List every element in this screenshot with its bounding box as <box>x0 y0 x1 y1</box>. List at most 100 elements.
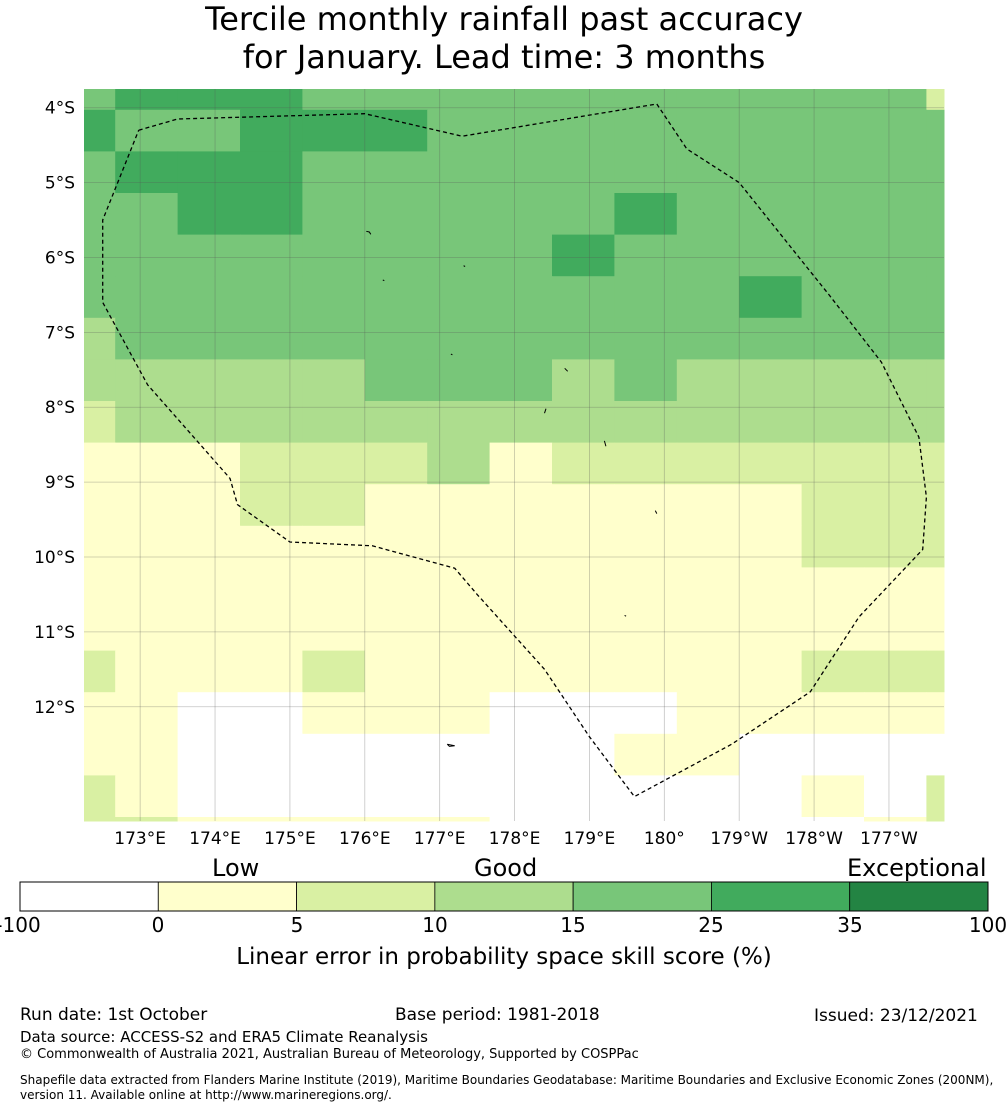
grid-cell <box>427 89 491 111</box>
grid-cell <box>676 151 740 194</box>
colorbar-tick: 15 <box>560 913 586 937</box>
grid-cell <box>364 401 428 444</box>
grid-cell <box>489 567 553 610</box>
grid-cell <box>240 193 303 236</box>
grid-cell <box>926 317 945 360</box>
colorbar-tick: 0 <box>151 913 165 937</box>
eez-boundary <box>102 103 928 798</box>
grid-cell <box>489 817 553 822</box>
grid-cell <box>926 567 945 610</box>
grid-cell <box>302 567 366 610</box>
grid-cell <box>84 109 116 152</box>
grid-cell <box>364 733 428 776</box>
grid-cell <box>302 151 366 194</box>
grid-cell <box>614 817 678 822</box>
colorbar-tick: -100 <box>0 913 41 937</box>
grid-cell <box>552 609 615 652</box>
grid-cell <box>676 276 740 319</box>
latitude-label: 9°S <box>45 473 75 493</box>
grid-cell <box>489 109 553 152</box>
grid-cell <box>552 484 615 527</box>
grid-cell <box>552 193 615 236</box>
grid-cell <box>489 317 553 360</box>
grid-cell <box>552 401 615 444</box>
grid-cell <box>240 733 303 776</box>
grid-cell <box>427 525 491 568</box>
grid-cell <box>84 401 116 444</box>
grid-cell <box>427 276 491 319</box>
grid-cell <box>926 817 945 822</box>
copyright: © Commonwealth of Australia 2021, Austra… <box>20 1047 639 1062</box>
island-outlines <box>366 230 658 747</box>
grid-cell <box>364 276 428 319</box>
eez-boundary-line <box>102 103 928 798</box>
grid-cell <box>801 817 865 822</box>
grid-cell <box>240 276 303 319</box>
latitude-label: 4°S <box>45 99 75 119</box>
grid-cell <box>115 484 179 527</box>
grid-cell <box>926 775 945 818</box>
grid-cell <box>84 89 116 111</box>
grid-cell <box>177 109 241 152</box>
grid-cell <box>864 484 927 527</box>
island-outline <box>544 408 547 414</box>
grid-cell <box>552 317 615 360</box>
grid-cell <box>489 193 553 236</box>
grid-cell <box>177 484 241 527</box>
grid-cell <box>302 276 366 319</box>
colorbar-swatch <box>19 881 159 912</box>
grid-cell <box>739 89 803 111</box>
data-source: Data source: ACCESS-S2 and ERA5 Climate … <box>20 1028 428 1046</box>
grid-cell <box>614 525 678 568</box>
grid-cell <box>84 442 116 485</box>
grid-cell <box>84 276 116 319</box>
grid-cell <box>739 276 803 319</box>
grid-cell <box>240 401 303 444</box>
island-outline <box>450 353 453 356</box>
island-outline <box>654 510 658 514</box>
grid-cell <box>427 609 491 652</box>
longitude-label: 178°E <box>489 829 541 849</box>
grid-cell <box>864 567 927 610</box>
grid-cell <box>177 692 241 735</box>
grid-cell <box>614 109 678 152</box>
grid-cell <box>801 609 865 652</box>
grid-cell <box>240 317 303 360</box>
longitude-label: 178°W <box>785 829 843 849</box>
grid-cell <box>84 650 116 693</box>
issued-date: Issued: 23/12/2021 <box>814 1006 978 1026</box>
grid-cell <box>552 692 615 735</box>
grid-cell <box>177 775 241 818</box>
grid-cell <box>115 733 179 776</box>
grid-cell <box>614 775 678 818</box>
latitude-label: 10°S <box>34 548 75 568</box>
grid-cell <box>926 733 945 776</box>
grid-cell <box>240 692 303 735</box>
grid-cell <box>177 359 241 402</box>
grid-cell <box>302 775 366 818</box>
grid-cell <box>676 775 740 818</box>
grid-cell <box>489 401 553 444</box>
grid-cell <box>926 609 945 652</box>
longitude-label: 176°E <box>339 829 391 849</box>
grid-cell <box>177 89 241 111</box>
island-outline <box>382 279 385 282</box>
grid-cell <box>614 609 678 652</box>
grid-cell <box>427 401 491 444</box>
grid-cell <box>864 317 927 360</box>
grid-cell <box>614 401 678 444</box>
grid-cell <box>364 359 428 402</box>
graticule <box>84 89 944 821</box>
grid-cell <box>427 359 491 402</box>
grid-cell <box>364 109 428 152</box>
grid-cell <box>614 442 678 485</box>
grid-cell <box>801 234 865 277</box>
grid-cell <box>676 525 740 568</box>
latitude-label: 8°S <box>45 398 75 418</box>
longitude-label: 179°E <box>564 829 616 849</box>
grid-cell <box>302 442 366 485</box>
grid-cell <box>115 276 179 319</box>
grid-cell <box>177 276 241 319</box>
grid-cell <box>240 525 303 568</box>
grid-cell <box>801 775 865 818</box>
